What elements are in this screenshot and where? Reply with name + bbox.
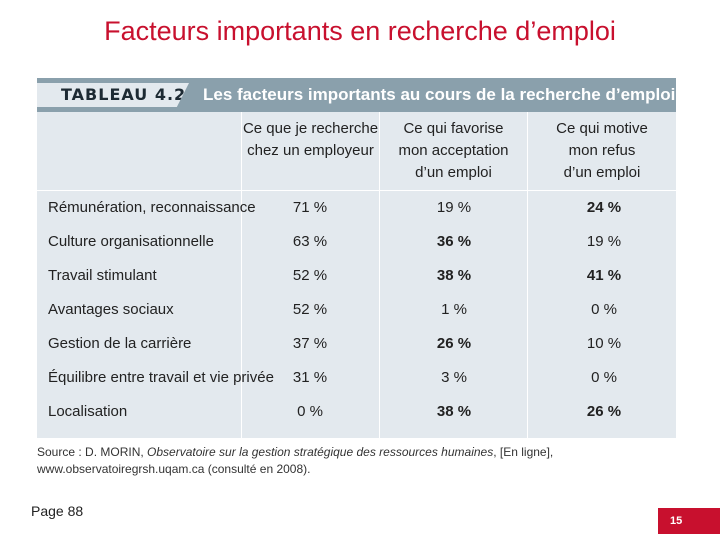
table-cell: 31 %	[292, 369, 328, 386]
table-cell: 0 %	[591, 301, 617, 318]
row-label: Rémunération, reconnaissance	[48, 199, 256, 216]
header-divider	[37, 190, 676, 191]
column-header-line: Ce qui favorise	[403, 120, 504, 137]
table-cell: 24 %	[586, 199, 622, 216]
table-cell: 1 %	[441, 301, 467, 318]
slide-title: Facteurs importants en recherche d’emplo…	[104, 16, 616, 46]
page-reference: Page 88	[31, 503, 84, 519]
table-cell: 0 %	[591, 369, 617, 386]
source-suffix: , [En ligne], www.observatoiregrsh.uqam.…	[37, 445, 554, 476]
column-header-line: chez un employeur	[247, 142, 374, 159]
table-row: Avantages sociaux 52 % 1 % 0 %	[37, 293, 676, 327]
table-cell: 26 %	[586, 403, 622, 420]
row-label: Culture organisationnelle	[48, 233, 214, 250]
row-label: Avantages sociaux	[48, 301, 174, 318]
table-cell: 10 %	[586, 335, 622, 352]
table-cell: 37 %	[292, 335, 328, 352]
row-label: Équilibre entre travail et vie privée	[48, 369, 274, 386]
table-row: Rémunération, reconnaissance 71 % 19 % 2…	[37, 191, 676, 225]
source-title: Observatoire sur la gestion stratégique …	[147, 445, 494, 459]
table-row: Travail stimulant 52 % 38 % 41 %	[37, 259, 676, 293]
column-header-line: d’un emploi	[415, 164, 492, 181]
column-header-line: Ce qui motive	[556, 120, 648, 137]
table-cell: 63 %	[292, 233, 328, 250]
table-row: Culture organisationnelle 63 % 36 % 19 %	[37, 225, 676, 259]
table-cell: 52 %	[292, 267, 328, 284]
row-label: Travail stimulant	[48, 267, 157, 284]
table-header-bar: TABLEAU 4.2 Les facteurs importants au c…	[37, 78, 676, 112]
table-cell: 71 %	[292, 199, 328, 216]
table-cell: 3 %	[441, 369, 467, 386]
column-header-line: mon refus	[568, 142, 636, 159]
column-header-line: Ce que je recherche	[242, 120, 379, 137]
column-header-acceptance: Ce qui favorise mon acceptation d’un emp…	[380, 118, 527, 184]
column-header-refusal: Ce qui motive mon refus d’un emploi	[528, 118, 676, 184]
table-cell: 41 %	[586, 267, 622, 284]
row-label: Localisation	[48, 403, 128, 420]
table-cell: 26 %	[436, 335, 472, 352]
table-row: Équilibre entre travail et vie privée 31…	[37, 361, 676, 395]
row-label: Gestion de la carrière	[48, 335, 192, 352]
table-cell: 19 %	[436, 199, 472, 216]
table-cell: 38 %	[436, 267, 472, 284]
table-cell: 0 %	[297, 403, 323, 420]
column-divider	[527, 112, 528, 438]
column-divider	[241, 112, 242, 438]
table-cell: 38 %	[436, 403, 472, 420]
table-cell: 19 %	[586, 233, 622, 250]
page-number-badge: 15	[658, 508, 720, 534]
table-title: Les facteurs importants au cours de la r…	[203, 85, 676, 104]
table-row: Localisation 0 % 38 % 26 %	[37, 395, 676, 429]
column-header-employer: Ce que je recherche chez un employeur	[242, 118, 379, 162]
source-note: Source : D. MORIN, Observatoire sur la g…	[37, 444, 676, 478]
column-header-line: d’un emploi	[563, 164, 641, 181]
source-prefix: Source : D. MORIN,	[37, 445, 148, 459]
column-header-line: mon acceptation	[398, 142, 509, 159]
table-row: Gestion de la carrière 37 % 26 % 10 %	[37, 327, 676, 361]
column-divider	[379, 112, 380, 438]
table-cell: 36 %	[436, 233, 472, 250]
table-cell: 52 %	[292, 301, 328, 318]
data-table: TABLEAU 4.2 Les facteurs importants au c…	[37, 78, 676, 438]
table-tag: TABLEAU 4.2	[37, 83, 189, 107]
